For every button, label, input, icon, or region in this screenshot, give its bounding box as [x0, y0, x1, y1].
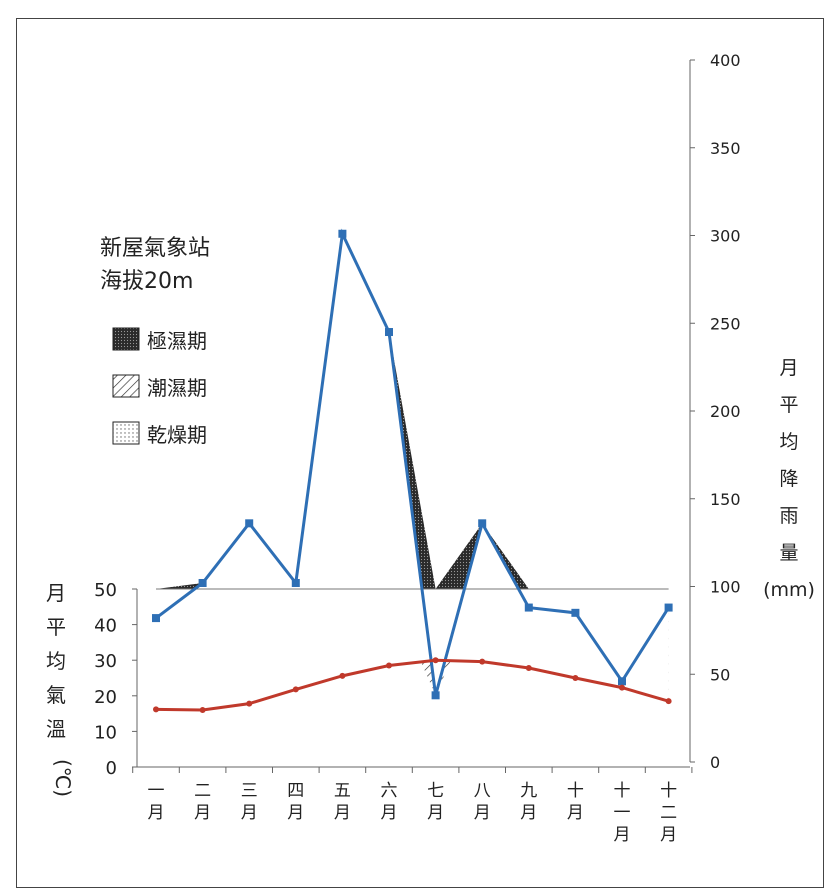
x-tick-label: 月 — [520, 803, 537, 823]
right-tick-label: 250 — [710, 314, 741, 333]
x-tick-label: 月 — [241, 803, 258, 823]
right-axis-label-char: 均 — [779, 431, 798, 453]
legend-label-wet-extreme: 極濕期 — [147, 329, 207, 353]
temperature-point — [619, 684, 625, 691]
right-axis-label-char: 量 — [779, 542, 798, 564]
right-tick-label: 350 — [710, 139, 741, 158]
left-axis-label-char: 平 — [46, 615, 66, 639]
series-lines — [152, 228, 673, 714]
temperature-point — [572, 675, 579, 681]
rain-point — [478, 519, 487, 528]
legend-label-humid: 潮濕期 — [147, 376, 207, 400]
x-tick-label: 四 — [287, 781, 304, 801]
rain-point — [618, 677, 626, 686]
right-axis-label-char: (mm) — [763, 579, 815, 601]
x-tick-label: 月 — [194, 803, 211, 823]
rain-point — [385, 328, 393, 337]
chart-subtitle: 海拔20m — [100, 269, 193, 294]
x-tick-label: 月 — [287, 803, 304, 823]
rain-point — [245, 519, 254, 528]
x-tick-label: 月 — [427, 803, 444, 823]
left-axis-label-char: 溫 — [46, 717, 66, 741]
left-tick-label: 0 — [106, 758, 117, 779]
x-tick-label: 一 — [614, 803, 631, 823]
x-tick-label: 月 — [334, 803, 351, 823]
legend-swatch-humid — [112, 374, 140, 398]
right-axis-label-char: 雨 — [779, 505, 798, 527]
x-tick-label: 月 — [660, 825, 677, 845]
left-axis-label-char: 氣 — [46, 683, 66, 707]
left-tick-label: 20 — [94, 687, 117, 708]
left-tick-label: 10 — [94, 722, 117, 743]
right-tick-label: 150 — [710, 490, 741, 509]
right-tick-label: 100 — [710, 578, 741, 597]
x-tick-label: 七 — [427, 781, 444, 801]
temperature-point — [246, 700, 253, 707]
area-mask — [156, 233, 669, 711]
x-tick-label: 月 — [614, 825, 631, 845]
right-tick-label: 0 — [710, 753, 720, 772]
chart-title: 新屋氣象站 — [100, 236, 210, 261]
rain-point — [198, 578, 207, 587]
temperature-point — [339, 672, 346, 679]
x-tick-label: 月 — [148, 803, 165, 823]
axes: 0 10 20 30 40 50 0 50 100 150 200 250 300 350 400 — [94, 51, 740, 779]
right-axis-label-char: 降 — [779, 468, 798, 490]
x-tick-label: 二 — [660, 803, 677, 823]
x-tick-label: 十 — [614, 781, 631, 801]
temperature-point — [292, 686, 299, 693]
x-tick-label: 月 — [567, 803, 584, 823]
legend-swatch-wet-extreme — [112, 327, 140, 351]
rain-point — [291, 578, 300, 587]
left-tick-label: 30 — [94, 651, 117, 672]
temperature-point — [479, 658, 486, 665]
x-tick-label: 九 — [520, 781, 537, 801]
legend: 極濕期 潮濕期 乾燥期 — [112, 327, 207, 447]
rain-point — [571, 608, 580, 617]
rain-point — [664, 603, 673, 612]
right-tick-label: 300 — [710, 227, 741, 246]
left-tick-label: 50 — [94, 580, 117, 601]
x-tick-label: 一 — [148, 781, 165, 801]
temperature-point — [432, 657, 439, 664]
x-tick-label: 五 — [334, 781, 351, 801]
x-tick-label: 月 — [381, 803, 398, 823]
right-tick-label: 50 — [710, 665, 730, 684]
temperature-line — [155, 658, 670, 712]
legend-label-dry: 乾燥期 — [147, 423, 207, 447]
left-axis-label-char: 月 — [46, 581, 66, 605]
x-tick-label: 十 — [567, 781, 584, 801]
rain-point — [338, 229, 347, 238]
chart-frame — [16, 18, 824, 888]
x-tick-label: 二 — [194, 781, 211, 801]
legend-swatch-dry — [112, 421, 140, 445]
right-tick-label: 400 — [710, 51, 741, 70]
left-tick-label: 40 — [94, 616, 117, 637]
temperature-point — [153, 706, 159, 713]
temperature-point — [525, 665, 532, 672]
right-tick-label: 200 — [710, 402, 741, 421]
rain-line — [155, 228, 670, 696]
temperature-point — [386, 662, 392, 669]
temperature-point — [199, 707, 206, 714]
left-axis-label-char: 均 — [46, 649, 66, 673]
right-axis-label-char: 平 — [779, 394, 798, 416]
x-tick-label: 三 — [241, 781, 258, 801]
x-tick-label: 月 — [474, 803, 491, 823]
x-tick-label: 八 — [474, 781, 491, 801]
rain-point — [431, 691, 440, 700]
temperature-point — [665, 698, 672, 705]
left-axis-label-char: (℃) — [51, 759, 75, 797]
right-axis-label-char: 月 — [779, 357, 798, 379]
x-tick-label: 十 — [660, 781, 677, 801]
x-tick-label: 六 — [381, 781, 398, 801]
rain-point — [152, 614, 160, 623]
rain-point — [524, 603, 533, 612]
